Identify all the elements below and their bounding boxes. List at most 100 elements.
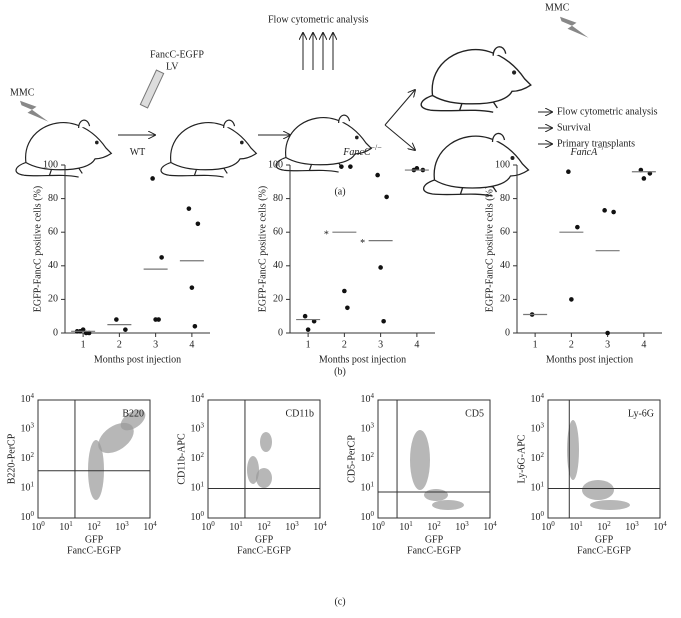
x-tick-label: 102 [87, 520, 101, 534]
tick-exponent: 3 [635, 520, 639, 528]
y-tick-label: 101 [361, 480, 375, 494]
x-tick-label: 103 [115, 520, 129, 534]
icon [20, 100, 49, 122]
x-tick-label: 1 [306, 339, 311, 350]
tick-exponent: 2 [97, 520, 101, 528]
tick-exponent: 4 [541, 392, 545, 400]
y-tick-label: 100 [495, 159, 510, 170]
y-tick-label: 60 [48, 226, 58, 237]
tick-base: 10 [229, 522, 239, 533]
tick-exponent: 0 [551, 520, 555, 528]
x-axis-label: Months post injection [319, 354, 406, 365]
y-tick-label: 101 [531, 480, 545, 494]
point [605, 330, 610, 336]
tick-base: 10 [531, 394, 541, 405]
panel-a: MMC FancC-EGFP LV Flow cytometric analys… [10, 2, 589, 197]
y-tick-label: 104 [531, 392, 545, 406]
x-tick-label: 2 [117, 339, 122, 350]
x-tick-label: 104 [483, 520, 497, 534]
tick-base: 10 [531, 483, 541, 494]
tick-base: 10 [483, 522, 493, 533]
x-tick-label: 4 [414, 339, 419, 350]
x-axis-label: GFP [255, 534, 274, 545]
gate-label: B220 [122, 408, 144, 419]
y-tick-label: 104 [361, 392, 375, 406]
x-tick-label: 103 [455, 520, 469, 534]
tick-exponent: 2 [437, 520, 441, 528]
mouse [15, 119, 112, 178]
label: Flow cytometric analysis [557, 106, 658, 117]
y-tick-label: 0 [278, 327, 283, 338]
mouse [275, 114, 372, 173]
x-axis-label: Months post injection [546, 354, 633, 365]
point [378, 265, 383, 270]
y-tick-label: 104 [21, 392, 35, 406]
tick-exponent: 2 [31, 451, 35, 459]
gate-label: CD5 [465, 408, 484, 419]
tick-exponent: 1 [201, 480, 205, 488]
tick-exponent: 2 [607, 520, 611, 528]
caption: (b) [334, 366, 346, 377]
tick-base: 10 [21, 483, 31, 494]
label: FancC-EGFP [150, 49, 204, 60]
chart-title: WT [130, 147, 146, 158]
tick-exponent: 1 [541, 480, 545, 488]
y-axis-label: CD5-PerCP [346, 435, 357, 483]
x-axis-label: FancC-EGFP [577, 545, 631, 556]
plot-frame [37, 399, 151, 519]
y-axis-label: EGFP-FancC positive cells (%) [484, 186, 495, 312]
tick-base: 10 [361, 483, 371, 494]
y-tick-label: 20 [500, 294, 510, 305]
tick-exponent: 0 [31, 510, 35, 518]
tick-exponent: 4 [201, 392, 205, 400]
tick-exponent: 1 [31, 480, 35, 488]
tick-base: 10 [191, 512, 201, 523]
point [339, 164, 344, 169]
tick-exponent: 4 [371, 392, 375, 400]
tick-exponent: 3 [125, 520, 129, 528]
icon [560, 16, 589, 38]
point [159, 255, 164, 260]
y-tick-label: 100 [268, 159, 283, 170]
caption: (c) [334, 596, 345, 607]
point [186, 206, 192, 211]
x-axis-label: FancC-EGFP [237, 545, 291, 556]
arrows [303, 33, 333, 70]
x-axis-label: FancC-EGFP [67, 545, 121, 556]
x-tick-label: 100 [31, 520, 45, 534]
tick-base: 10 [597, 522, 607, 533]
point [566, 169, 571, 175]
chart-title: FancA−/− [570, 143, 609, 158]
title-text: FancA [570, 147, 599, 158]
tick-exponent: 0 [41, 520, 45, 528]
tick-base: 10 [361, 453, 371, 464]
tick-base: 10 [115, 522, 125, 533]
y-tick-label: 103 [21, 421, 35, 435]
tick-exponent: 2 [371, 451, 375, 459]
tick-exponent: 2 [267, 520, 271, 528]
tick-exponent: 0 [381, 520, 385, 528]
y-tick-label: 80 [500, 193, 510, 204]
x-tick-label: 1 [533, 339, 538, 350]
tick-base: 10 [531, 424, 541, 435]
tick-base: 10 [191, 453, 201, 464]
y-tick-label: 100 [531, 510, 545, 524]
x-tick-label: 102 [597, 520, 611, 534]
point [375, 172, 380, 178]
point [345, 305, 350, 311]
x-tick-label: 3 [378, 339, 383, 350]
mouse [422, 132, 530, 197]
tick-base: 10 [361, 424, 371, 435]
flow-plot: B220100100101101102102103103104104GFPFan… [6, 392, 157, 557]
syringe [139, 69, 165, 109]
tick-exponent: 3 [201, 421, 205, 429]
label: MMC [545, 2, 570, 13]
x-tick-label: 101 [59, 520, 73, 534]
density [424, 489, 448, 501]
label: MMC [10, 87, 35, 98]
x-axis-label: GFP [425, 534, 444, 545]
tick-base: 10 [313, 522, 323, 533]
x-tick-label: 103 [625, 520, 639, 534]
tick-exponent: 4 [31, 392, 35, 400]
